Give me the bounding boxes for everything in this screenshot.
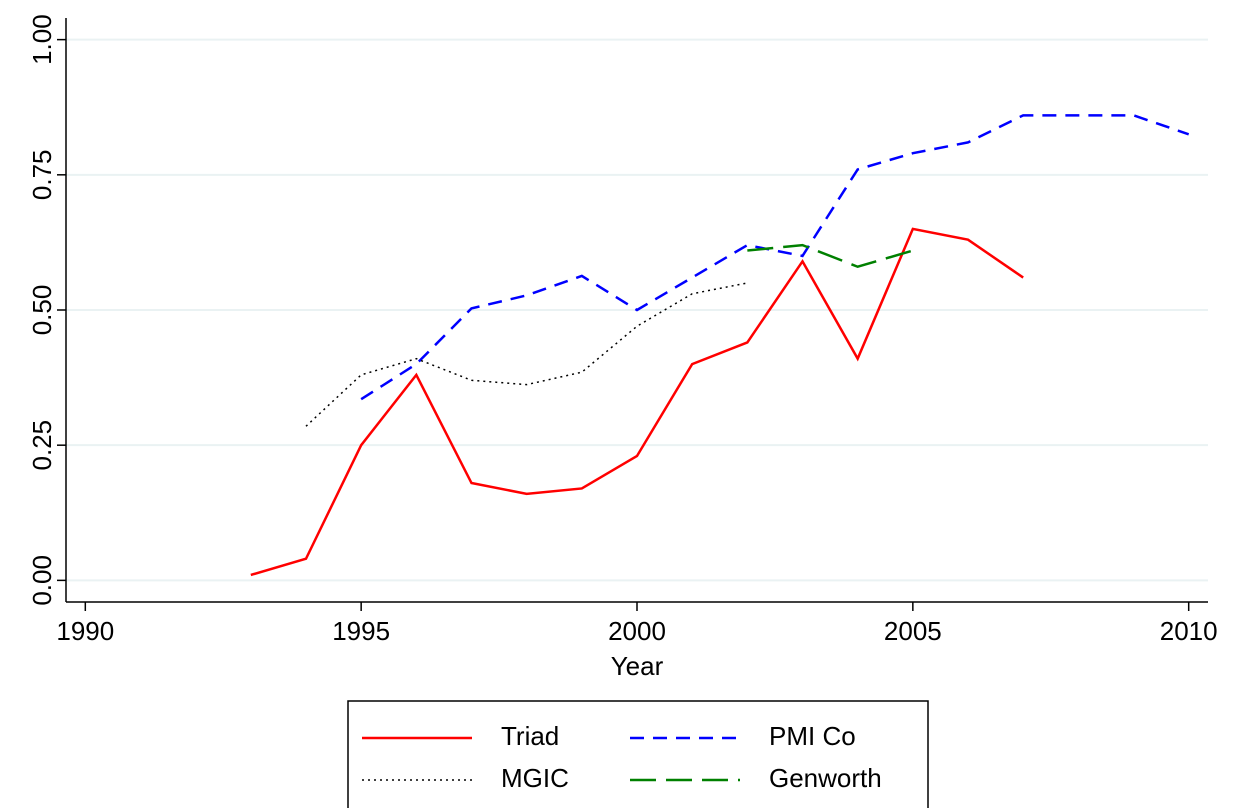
x-tick-label: 1990 bbox=[56, 616, 114, 646]
series-line bbox=[250, 227, 1024, 577]
legend-label: PMI Co bbox=[769, 721, 856, 751]
x-tick-label: 2010 bbox=[1160, 616, 1218, 646]
y-tick-label: 0.75 bbox=[27, 150, 57, 201]
series-line bbox=[360, 114, 1190, 401]
legend-label: Triad bbox=[501, 721, 559, 751]
x-axis-label: Year bbox=[611, 651, 664, 681]
x-tick-label: 2000 bbox=[608, 616, 666, 646]
y-tick-label: 0.25 bbox=[27, 420, 57, 471]
legend-label: Genworth bbox=[769, 763, 882, 793]
y-tick-label: 1.00 bbox=[27, 14, 57, 65]
x-tick-label: 1995 bbox=[332, 616, 390, 646]
y-tick-label: 0.50 bbox=[27, 285, 57, 336]
series-line bbox=[747, 243, 914, 269]
y-tick-label: 0.00 bbox=[27, 555, 57, 606]
x-tick-label: 2005 bbox=[884, 616, 942, 646]
legend-box bbox=[347, 700, 929, 808]
legend-label: MGIC bbox=[501, 763, 569, 793]
series-line bbox=[305, 282, 748, 427]
